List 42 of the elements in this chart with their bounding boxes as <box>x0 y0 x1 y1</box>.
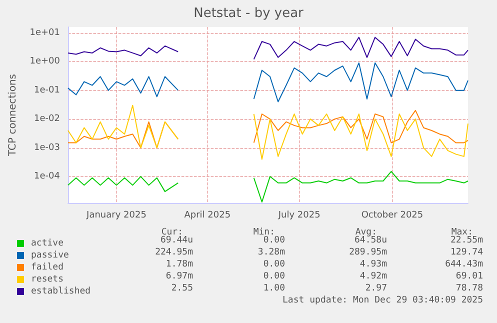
text: 69.44u <box>160 236 193 246</box>
x-tick-label: January 2025 <box>86 210 146 220</box>
text: Avg: <box>355 228 377 238</box>
text: 1.00 <box>263 284 285 294</box>
text: 0.00 <box>263 236 285 246</box>
legend-label: resets <box>31 274 64 284</box>
y-tick-label: 1e-01 <box>34 85 60 96</box>
chart-title: Netstat - by year <box>194 6 304 21</box>
text: 64.58u <box>354 236 387 246</box>
text: 4.92m <box>360 272 387 282</box>
text: 289.95m <box>349 248 387 258</box>
text: 78.78 <box>456 284 483 294</box>
y-tick-label: 1e-03 <box>34 142 60 153</box>
text: 2.97 <box>365 284 387 294</box>
text: 22.55m <box>450 236 483 246</box>
legend-label: established <box>31 286 91 296</box>
text: 4.93m <box>360 260 387 270</box>
y-axis-title: TCP connections <box>8 74 18 158</box>
text: 3.28m <box>258 248 285 258</box>
text: 0.00 <box>263 272 285 282</box>
x-tick-label: April 2025 <box>184 210 231 220</box>
text: Last update: Mon Dec 29 03:40:09 2025 <box>282 296 483 306</box>
text: 6.97m <box>166 272 193 282</box>
y-tick-label: 1e-02 <box>34 114 60 124</box>
text: Cur: <box>161 228 183 238</box>
text: 644.43m <box>445 260 483 270</box>
text: 129.74 <box>450 248 483 258</box>
text: 1.78m <box>166 260 193 270</box>
x-tick-label: July 2025 <box>277 210 320 220</box>
text: 2.55 <box>171 284 193 294</box>
text: 224.95m <box>155 248 193 258</box>
text: 69.01 <box>456 272 483 282</box>
legend-label: passive <box>31 250 69 260</box>
text: Max: <box>451 228 473 238</box>
text: Min: <box>253 228 275 238</box>
text: 0.00 <box>263 260 285 270</box>
legend-label: failed <box>31 262 64 272</box>
y-tick-label: 1e+01 <box>30 28 60 38</box>
legend-label: active <box>31 238 64 248</box>
y-tick-label: 1e+00 <box>30 56 60 67</box>
y-tick-label: 1e-04 <box>34 172 60 182</box>
x-tick-label: October 2025 <box>361 210 424 220</box>
